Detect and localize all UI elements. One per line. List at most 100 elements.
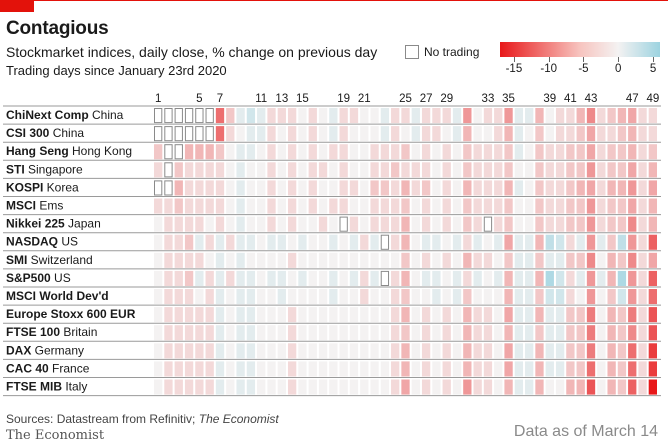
heatmap-cell bbox=[421, 162, 431, 178]
heatmap-cell bbox=[463, 361, 472, 377]
heatmap-cell bbox=[525, 234, 534, 250]
heatmap-cell bbox=[339, 162, 348, 178]
heatmap-cell bbox=[298, 343, 307, 359]
heatmap-cell bbox=[308, 108, 317, 124]
row-label: KOSPI Korea bbox=[6, 180, 79, 194]
heatmap-cell bbox=[586, 325, 596, 341]
heatmap-cell bbox=[298, 361, 307, 377]
heatmap-cell bbox=[555, 325, 565, 341]
heatmap-cell bbox=[545, 108, 554, 124]
heatmap-cell bbox=[257, 289, 266, 305]
heatmap-cell bbox=[452, 361, 462, 377]
heatmap-cell bbox=[339, 361, 348, 377]
heatmap-cell bbox=[184, 252, 194, 268]
legend-tick-mark bbox=[548, 57, 550, 62]
heatmap-cell bbox=[504, 361, 513, 377]
heatmap-cell bbox=[411, 343, 420, 359]
heatmap-cell bbox=[463, 270, 472, 286]
heatmap-cell bbox=[535, 289, 544, 305]
heatmap-cell bbox=[617, 343, 627, 359]
heatmap-cell bbox=[360, 307, 369, 323]
heatmap-cell bbox=[648, 198, 657, 214]
heatmap-cell bbox=[298, 307, 307, 323]
heatmap-cell bbox=[525, 126, 534, 142]
heatmap-cell bbox=[401, 307, 410, 323]
row-label: NASDAQ US bbox=[6, 235, 78, 249]
heatmap-cell bbox=[504, 162, 513, 178]
heatmap-cell bbox=[184, 361, 194, 377]
index-country: France bbox=[49, 361, 90, 375]
heatmap-cell bbox=[329, 126, 338, 142]
heatmap-cell bbox=[287, 325, 297, 341]
index-name: Nikkei 225 bbox=[6, 217, 65, 231]
heatmap-cell bbox=[298, 198, 307, 214]
heatmap-cell bbox=[566, 180, 575, 196]
heatmap-cell bbox=[195, 325, 204, 341]
heatmap-cell bbox=[638, 270, 647, 286]
index-name: MSCI World Dev'd bbox=[6, 289, 109, 303]
heatmap-cell bbox=[154, 361, 163, 377]
heatmap-cell bbox=[370, 234, 379, 250]
heatmap-cell bbox=[473, 361, 482, 377]
legend-tick-mark bbox=[618, 57, 620, 62]
heatmap-cell bbox=[277, 325, 286, 341]
heatmap-cell bbox=[525, 252, 534, 268]
heatmap-cell bbox=[473, 379, 482, 395]
heatmap-cell bbox=[226, 108, 235, 124]
heatmap-cell bbox=[442, 144, 451, 160]
heatmap-cell bbox=[174, 252, 183, 268]
heatmap-cell bbox=[421, 108, 431, 124]
heatmap-cell bbox=[421, 343, 431, 359]
heatmap-cell bbox=[597, 343, 606, 359]
index-name: STI bbox=[6, 162, 25, 176]
heatmap-cell bbox=[473, 180, 482, 196]
heatmap-cell bbox=[586, 270, 596, 286]
heatmap-cell bbox=[391, 252, 400, 268]
heatmap-cell bbox=[236, 234, 245, 250]
heatmap-cell bbox=[504, 126, 513, 142]
heatmap-cell bbox=[380, 289, 390, 305]
heatmap-cell bbox=[360, 180, 369, 196]
heatmap-cell bbox=[195, 234, 204, 250]
heatmap-cell bbox=[463, 343, 472, 359]
heatmap-cell bbox=[174, 307, 183, 323]
x-tick-label: 27 bbox=[420, 93, 433, 105]
heatmap-cell bbox=[236, 379, 245, 395]
heatmap-cell bbox=[391, 162, 400, 178]
index-country: Switzerland bbox=[27, 253, 92, 267]
publisher-logo: The Economist bbox=[6, 428, 105, 443]
heatmap-cell bbox=[432, 361, 441, 377]
heatmap-cell bbox=[164, 216, 173, 232]
heatmap-cell bbox=[370, 307, 379, 323]
heatmap-cell bbox=[257, 307, 266, 323]
heatmap-cell-no-trading bbox=[184, 126, 194, 142]
heatmap-cell bbox=[545, 379, 554, 395]
heatmap-cell bbox=[195, 216, 204, 232]
heatmap-cell bbox=[628, 162, 637, 178]
heatmap-cell bbox=[442, 270, 451, 286]
heatmap-cell bbox=[586, 343, 596, 359]
heatmap-cell bbox=[349, 379, 359, 395]
heatmap-cell bbox=[545, 307, 554, 323]
heatmap-cell bbox=[401, 108, 410, 124]
heatmap-cell bbox=[329, 289, 338, 305]
heatmap-cell bbox=[174, 162, 183, 178]
heatmap-cell bbox=[277, 198, 286, 214]
heatmap-cell bbox=[638, 216, 647, 232]
heatmap-cell bbox=[184, 234, 194, 250]
heatmap-cell bbox=[525, 270, 534, 286]
heatmap-cell bbox=[525, 198, 534, 214]
heatmap-cell bbox=[473, 252, 482, 268]
heatmap-cell bbox=[360, 361, 369, 377]
heatmap-cell bbox=[246, 216, 256, 232]
heatmap-cell bbox=[576, 162, 585, 178]
heatmap-cell bbox=[566, 216, 575, 232]
chart-axis-description: Trading days since January 23rd 2020 bbox=[6, 63, 227, 78]
heatmap-cell bbox=[318, 361, 328, 377]
heatmap-cell bbox=[411, 162, 420, 178]
heatmap-cell bbox=[329, 270, 338, 286]
heatmap-cell bbox=[195, 343, 204, 359]
heatmap-cell bbox=[184, 198, 194, 214]
heatmap-cell bbox=[442, 307, 451, 323]
heatmap-cell bbox=[514, 180, 524, 196]
